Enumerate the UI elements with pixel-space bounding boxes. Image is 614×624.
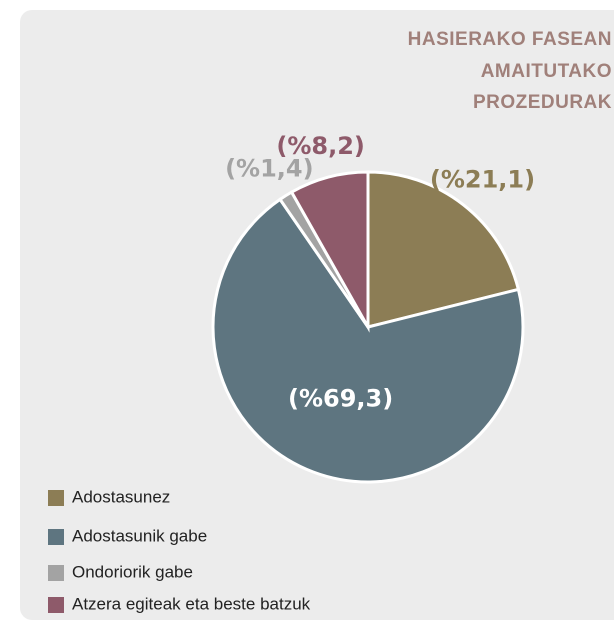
legend-label: Adostasunik gabe — [72, 526, 207, 545]
data-label: (%1,4) — [225, 154, 314, 182]
legend-swatch — [48, 597, 64, 613]
legend-label: Atzera egiteak eta beste batzuk — [72, 594, 311, 613]
legend-swatch — [48, 529, 64, 545]
pie-slice — [289, 170, 370, 333]
data-label: (%8,2) — [276, 132, 365, 160]
pie-slice — [366, 170, 521, 329]
legend-label: Ondoriorik gabe — [72, 562, 193, 581]
pie-slice — [211, 197, 525, 484]
legend-swatch — [48, 565, 64, 581]
legend-swatch — [48, 490, 64, 506]
data-label: (%69,3) — [288, 384, 393, 412]
chart-title: HASIERAKO FASEAN — [408, 29, 612, 50]
legend-label: Adostasunez — [72, 487, 170, 506]
data-label: (%21,1) — [430, 165, 535, 193]
chart-title: AMAITUTAKO — [481, 61, 612, 82]
chart-title: PROZEDURAK — [473, 92, 612, 113]
